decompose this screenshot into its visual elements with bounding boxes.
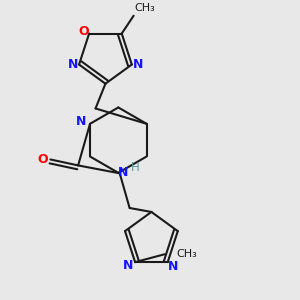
Text: N: N bbox=[76, 115, 86, 128]
Text: N: N bbox=[68, 58, 78, 71]
Text: CH₃: CH₃ bbox=[177, 249, 197, 259]
Text: CH₃: CH₃ bbox=[135, 3, 155, 13]
Text: N: N bbox=[167, 260, 178, 273]
Text: N: N bbox=[118, 166, 128, 179]
Text: N: N bbox=[133, 58, 143, 71]
Text: N: N bbox=[123, 259, 134, 272]
Text: O: O bbox=[79, 25, 89, 38]
Text: H: H bbox=[131, 161, 140, 174]
Text: O: O bbox=[37, 153, 48, 166]
